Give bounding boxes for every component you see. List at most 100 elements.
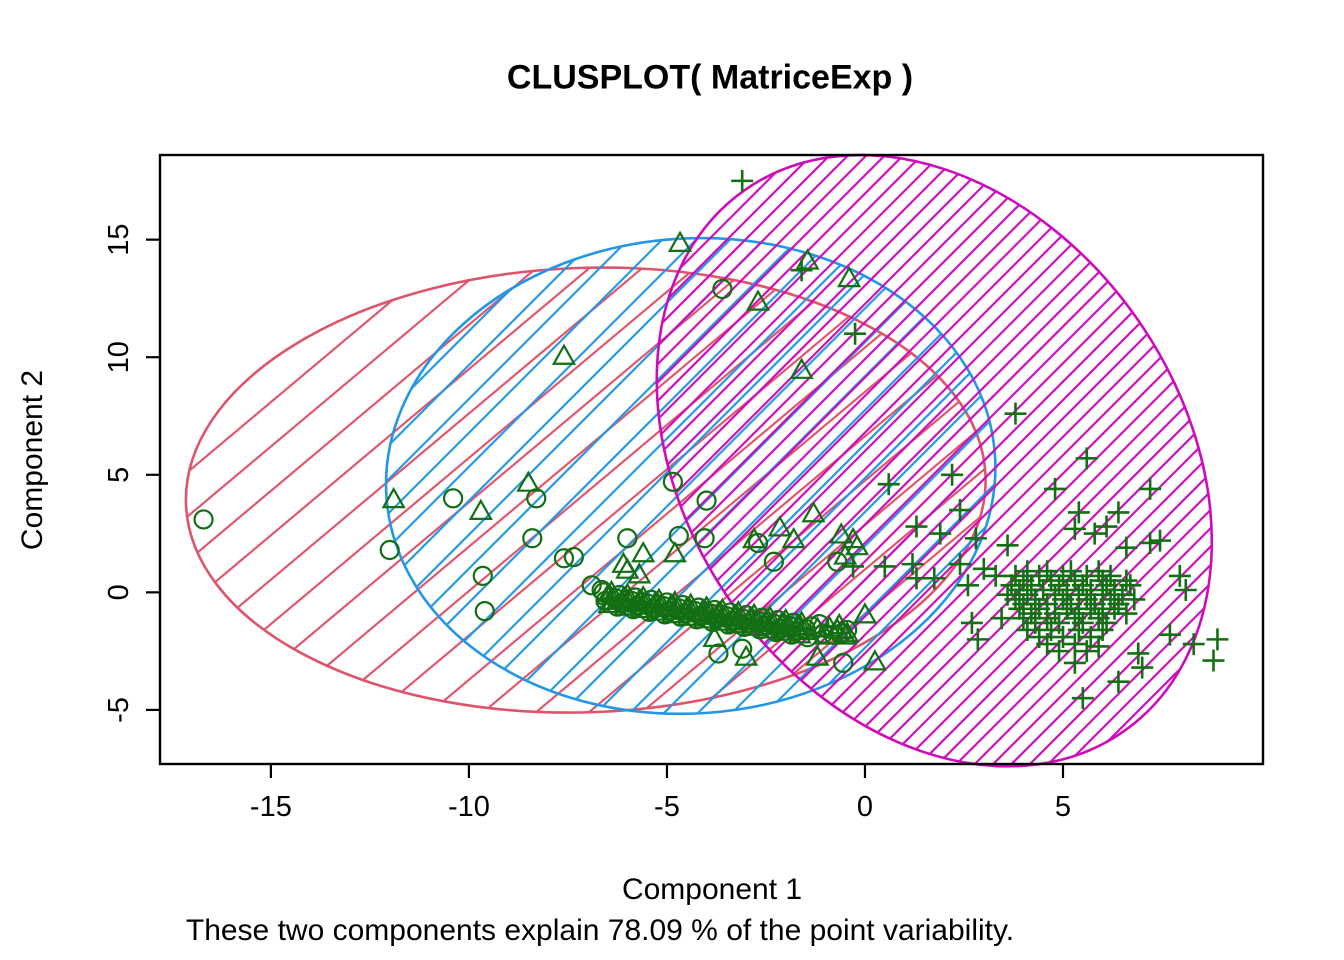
data-point-triangle <box>692 607 717 629</box>
data-point-triangle <box>601 588 626 610</box>
data-point-plus <box>844 322 867 345</box>
data-point-plus <box>1016 560 1039 583</box>
data-point-triangle <box>755 617 781 639</box>
data-point-triangle <box>724 612 749 634</box>
data-point-triangle <box>613 594 638 616</box>
data-point-plus <box>1083 522 1106 545</box>
data-point-plus <box>901 553 924 576</box>
data-point-triangle <box>676 604 701 626</box>
data-point-plus <box>1071 687 1094 710</box>
data-point-plus <box>1202 649 1225 672</box>
data-point-triangle <box>633 593 658 615</box>
data-point-plus <box>1115 536 1138 559</box>
data-point-plus <box>790 259 813 282</box>
data-point-triangle <box>757 605 783 627</box>
data-point-plus <box>1091 618 1114 641</box>
data-point-triangle <box>787 622 812 644</box>
data-point-triangle <box>741 526 767 549</box>
data-point-plus <box>990 607 1013 630</box>
data-point-triangle <box>728 608 753 631</box>
data-point-triangle <box>734 644 759 666</box>
data-point-circle <box>827 551 848 572</box>
data-point-triangle <box>615 582 640 604</box>
data-point-plus <box>1174 579 1197 601</box>
data-point-triangle <box>648 596 674 618</box>
data-point-triangle <box>708 609 733 631</box>
data-point-triangle <box>767 515 792 537</box>
data-point-plus <box>949 499 972 522</box>
data-point-triangle <box>837 265 862 288</box>
y-axis-label: Component 2 <box>16 369 49 551</box>
y-axis-tick-label: 10 <box>103 341 135 373</box>
x-axis-tick-label: 0 <box>857 791 873 823</box>
data-point-triangle <box>726 600 751 622</box>
data-point-triangle <box>631 584 656 607</box>
data-point-plus <box>1131 656 1154 679</box>
data-point-plus <box>1075 640 1098 663</box>
data-point-plus <box>1115 602 1138 625</box>
data-point-plus <box>877 473 900 496</box>
data-point-plus <box>984 564 1007 587</box>
data-point-triangle <box>712 606 737 628</box>
data-point-plus <box>1075 564 1098 587</box>
data-point-triangle <box>759 613 784 636</box>
data-point-triangle <box>468 498 493 521</box>
data-point-triangle <box>631 540 656 563</box>
data-point-triangle <box>702 625 727 647</box>
data-point-triangle <box>696 603 721 625</box>
data-point-circle <box>522 528 543 549</box>
data-point-plus <box>1055 579 1078 601</box>
data-point-plus <box>1040 618 1063 641</box>
data-point-triangle <box>741 602 767 624</box>
data-point-plus <box>929 522 952 545</box>
data-point-triangle <box>617 590 642 613</box>
data-point-triangle <box>599 579 624 602</box>
data-point-circle <box>472 565 493 586</box>
data-point-plus <box>949 553 972 576</box>
data-point-plus <box>1051 626 1074 649</box>
data-point-plus <box>1139 477 1162 500</box>
data-point-plus <box>1051 564 1074 587</box>
data-point-triangle <box>827 612 852 635</box>
data-point-plus <box>1075 447 1098 470</box>
data-point-plus <box>1044 477 1067 500</box>
chart-subtitle: These two components explain 78.09 % of … <box>185 914 1015 947</box>
data-point-triangle <box>862 649 887 671</box>
data-point-circle <box>617 528 638 549</box>
data-point-plus <box>731 169 754 192</box>
data-point-plus <box>960 611 983 634</box>
data-point-plus <box>1139 531 1162 554</box>
data-point-triangle <box>773 607 798 630</box>
data-point-plus <box>1036 633 1059 656</box>
data-point-circle <box>553 548 575 569</box>
data-point-triangle <box>680 601 705 623</box>
data-point-triangle <box>852 602 878 624</box>
data-point-triangle <box>801 501 826 523</box>
x-axis-tick-label: -15 <box>250 791 292 823</box>
data-point-circle <box>662 471 683 492</box>
data-point-circle <box>474 601 495 622</box>
data-point-plus <box>923 567 946 590</box>
data-point-plus <box>972 557 995 580</box>
plot-frame <box>158 153 1265 766</box>
data-point-circle <box>379 539 400 561</box>
x-axis-tick-label: -5 <box>654 791 680 823</box>
data-point-triangle <box>694 595 719 617</box>
x-axis-tick-label: 5 <box>1055 791 1071 823</box>
x-axis-label: Component 1 <box>621 873 803 906</box>
data-point-plus <box>873 555 896 578</box>
y-axis-tick-label: 5 <box>103 467 135 483</box>
data-point-triangle <box>627 562 652 584</box>
data-point-triangle <box>664 598 689 620</box>
data-point-plus <box>964 527 987 550</box>
data-point-triangle <box>833 543 858 565</box>
data-point-circle <box>708 643 729 664</box>
data-point-circle <box>442 488 464 509</box>
data-point-plus <box>1004 402 1027 425</box>
data-point-plus <box>1206 628 1229 651</box>
data-point-plus <box>1123 588 1146 611</box>
data-point-triangle <box>660 601 685 624</box>
data-point-plus <box>1036 607 1059 630</box>
